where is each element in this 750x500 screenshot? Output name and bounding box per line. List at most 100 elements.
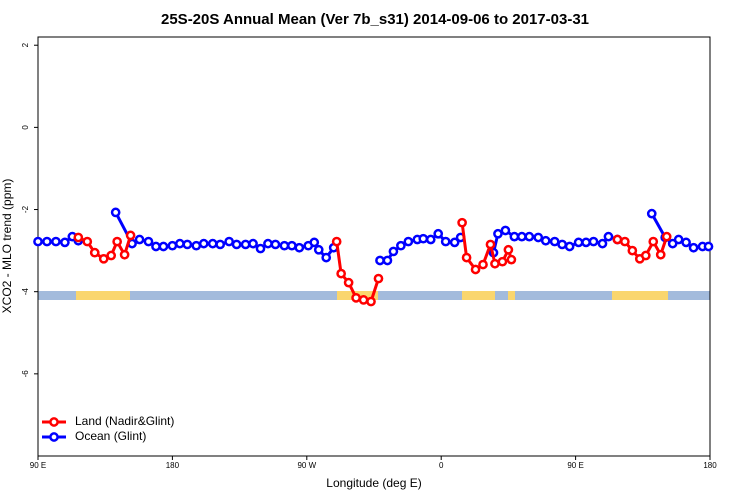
legend-marker [49, 432, 59, 442]
data-point [215, 239, 226, 250]
data-point [627, 245, 638, 256]
data-point [503, 244, 514, 255]
data-point [366, 296, 376, 307]
data-point [506, 254, 517, 265]
data-point [588, 236, 599, 247]
data-point [51, 236, 61, 247]
data-point [175, 238, 185, 249]
data-point [263, 238, 273, 249]
data-point [603, 231, 614, 242]
data-point [470, 264, 481, 275]
data-point [313, 244, 324, 255]
data-point [646, 208, 657, 219]
data-point [564, 241, 575, 252]
data-point [309, 237, 320, 248]
y-tick-label: -4 [21, 288, 30, 296]
data-point [373, 273, 384, 284]
data-point [224, 236, 234, 247]
data-point [425, 234, 436, 245]
data-point [336, 268, 346, 279]
data-point [493, 228, 503, 239]
data-point [648, 236, 659, 247]
data-point [248, 238, 258, 249]
data-point [151, 241, 161, 252]
plot-frame [37, 36, 711, 457]
data-point [396, 240, 406, 251]
data-point [681, 237, 691, 248]
legend-label: Land (Nadir&Glint) [75, 414, 174, 428]
data-point [287, 240, 297, 251]
y-tick-label: -6 [21, 370, 30, 378]
data-point [279, 240, 290, 251]
data-point [134, 234, 145, 245]
data-point [331, 236, 342, 247]
data-point [490, 258, 500, 269]
data-point [612, 234, 623, 245]
series-line [77, 222, 669, 303]
data-point [207, 238, 218, 249]
data-point [509, 231, 520, 242]
x-tick-label: 90 E [567, 461, 583, 470]
x-tick-label: 90 W [297, 461, 316, 470]
x-tick-label: 0 [439, 461, 444, 470]
data-point [497, 256, 508, 267]
data-point [255, 243, 266, 254]
data-point [375, 255, 385, 266]
chart-title: 25S-20S Annual Mean (Ver 7b_s31) 2014-09… [161, 11, 589, 28]
data-point [688, 242, 699, 253]
data-point [440, 236, 451, 247]
data-point [98, 253, 109, 264]
data-point [449, 237, 460, 248]
land-band [508, 291, 515, 300]
data-point [703, 241, 714, 252]
data-point [478, 259, 488, 270]
data-point [158, 241, 169, 252]
data-point [125, 230, 136, 241]
land-band [76, 291, 130, 300]
data-point [42, 236, 52, 247]
data-point [418, 233, 429, 244]
legend-label: Ocean (Glint) [75, 429, 146, 443]
data-point [82, 236, 93, 247]
data-point [106, 250, 117, 261]
data-point [270, 239, 281, 250]
y-tick-label: 2 [21, 42, 30, 47]
data-point [119, 249, 130, 260]
data-point [516, 231, 527, 242]
data-point [321, 252, 332, 263]
data-point [557, 239, 568, 250]
data-point [112, 236, 122, 247]
data-point [403, 236, 414, 247]
data-point [581, 237, 591, 248]
data-point [182, 239, 193, 250]
data-point [89, 247, 100, 258]
data-point [640, 250, 651, 261]
data-point [388, 246, 399, 257]
data-point [461, 252, 472, 263]
data-point [198, 238, 209, 249]
data-point [433, 228, 444, 239]
data-point [143, 236, 154, 247]
data-point [294, 242, 305, 253]
legend: Land (Nadir&Glint)Ocean (Glint) [42, 414, 174, 443]
data-point [500, 225, 511, 236]
data-point [167, 240, 178, 251]
data-point [457, 217, 467, 228]
data-point [673, 234, 684, 245]
x-tick-label: 90 E [30, 461, 46, 470]
data-point [524, 231, 535, 242]
land-band [612, 291, 668, 300]
x-tick-label: 180 [703, 461, 717, 470]
data-point [573, 237, 584, 248]
data-point [485, 239, 496, 250]
data-point [110, 207, 121, 218]
data-point [351, 292, 361, 303]
data-point [540, 235, 551, 246]
data-point [549, 236, 560, 247]
data-point [597, 238, 608, 249]
data-point [620, 236, 630, 247]
data-point [343, 277, 354, 288]
x-tick-label: 180 [166, 461, 180, 470]
data-point [73, 232, 84, 243]
